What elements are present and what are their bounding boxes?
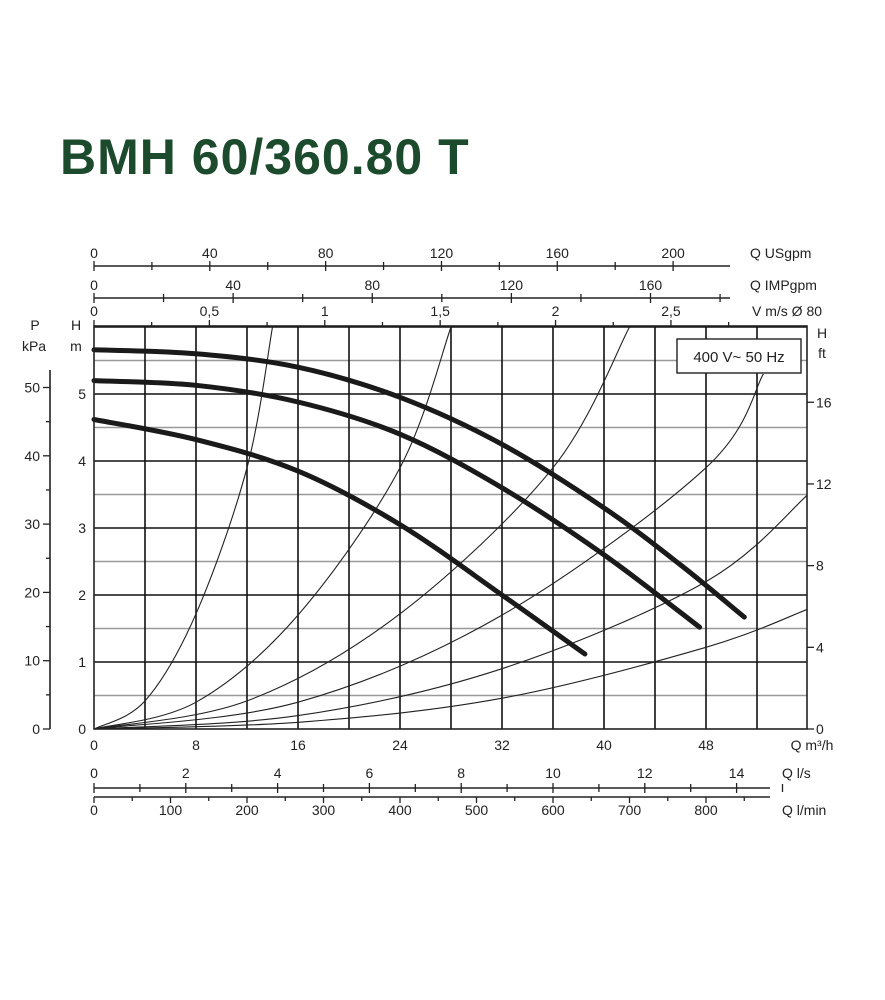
q-m3h-axis-label: Q m³/h [791, 737, 834, 753]
velocity-tick-label: 2,5 [661, 303, 681, 319]
ls-tick-label: 10 [545, 765, 561, 781]
feet-tick-label: 12 [816, 476, 832, 492]
velocity-axis-label: V m/s Ø 80 [752, 303, 822, 319]
voltage-annotation-box: 400 V~ 50 Hz [676, 338, 802, 374]
lmin-tick-label: 600 [541, 802, 565, 818]
plot-frame [93, 325, 808, 730]
system-curve-6 [94, 608, 807, 729]
lmin-tick-label: 500 [465, 802, 489, 818]
ls-tick-label: 14 [729, 765, 745, 781]
usgpm-tick-label: 0 [90, 245, 98, 261]
feet-tick-label: 16 [816, 394, 832, 410]
impgpm-axis-label: Q IMPgpm [750, 277, 817, 293]
pressure-tick-label: 0 [32, 721, 40, 737]
pressure-unit-label: kPa [22, 338, 46, 354]
pressure-tick-label: 50 [24, 380, 40, 396]
lmin-tick-label: 300 [312, 802, 336, 818]
impgpm-tick-label: 120 [500, 277, 524, 293]
ls-tick-label: 8 [457, 765, 465, 781]
q-m3h-tick-label: 48 [698, 737, 714, 753]
h-m-tick-label: 0 [78, 721, 86, 737]
lmin-tick-label: 200 [235, 802, 259, 818]
lmin-tick-label: 100 [159, 802, 183, 818]
h-m-tick-label: 5 [78, 386, 86, 402]
q-m3h-tick-label: 8 [192, 737, 200, 753]
pressure-axis-label: P [30, 317, 39, 333]
h-m-tick-label: 1 [78, 654, 86, 670]
lmin-tick-label: 400 [388, 802, 412, 818]
voltage-annotation: 400 V~ 50 Hz [693, 349, 784, 366]
ls-tick-label: 12 [637, 765, 653, 781]
ls-tick-label: 0 [90, 765, 98, 781]
pressure-tick-label: 30 [24, 516, 40, 532]
system-curve-1 [94, 326, 274, 729]
h-unit-label: m [70, 338, 82, 354]
q-m3h-tick-label: 24 [392, 737, 408, 753]
impgpm-tick-label: 160 [639, 277, 663, 293]
system-curve-3 [94, 326, 630, 729]
h-m-tick-label: 3 [78, 520, 86, 536]
q-m3h-tick-label: 40 [596, 737, 612, 753]
feet-tick-label: 4 [816, 639, 824, 655]
lmin-tick-label: 800 [694, 802, 718, 818]
impgpm-tick-label: 0 [90, 277, 98, 293]
feet-tick-label: 8 [816, 558, 824, 574]
system-curves [94, 326, 807, 729]
velocity-tick-label: 0 [90, 303, 98, 319]
velocity-tick-label: 1,5 [430, 303, 450, 319]
feet-unit-label: ft [818, 345, 826, 361]
velocity-tick-label: 0,5 [200, 303, 220, 319]
impgpm-tick-label: 80 [364, 277, 380, 293]
ls-tick-label: 6 [366, 765, 374, 781]
pressure-tick-label: 40 [24, 448, 40, 464]
h-m-tick-label: 4 [78, 453, 86, 469]
lmin-tick-label: 0 [90, 802, 98, 818]
pump-curve-1 [91, 347, 747, 620]
velocity-tick-label: 1 [321, 303, 329, 319]
feet-axis-label: H [817, 325, 827, 341]
system-curve-4 [94, 373, 764, 729]
lmin-tick-label: 700 [618, 802, 642, 818]
pump-curve-2 [91, 378, 703, 630]
q-m3h-tick-label: 32 [494, 737, 510, 753]
usgpm-tick-label: 200 [661, 245, 685, 261]
lmin-axis-label: Q l/min [782, 802, 826, 818]
axes [43, 261, 814, 803]
pressure-tick-label: 10 [24, 653, 40, 669]
feet-tick-label: 0 [816, 721, 824, 737]
usgpm-tick-label: 160 [546, 245, 570, 261]
usgpm-tick-label: 80 [318, 245, 334, 261]
velocity-tick-label: 2 [552, 303, 560, 319]
page-title: BMH 60/360.80 T [60, 129, 470, 185]
usgpm-tick-label: 120 [430, 245, 454, 261]
pump-curves [91, 347, 747, 657]
ls-tick-label: 4 [274, 765, 282, 781]
usgpm-axis-label: Q USgpm [750, 245, 811, 261]
impgpm-tick-label: 40 [225, 277, 241, 293]
q-m3h-tick-label: 0 [90, 737, 98, 753]
ls-axis-label: Q l/s [782, 765, 811, 781]
usgpm-tick-label: 40 [202, 245, 218, 261]
system-curve-5 [94, 494, 807, 729]
pressure-tick-label: 20 [24, 584, 40, 600]
pump-curve-3 [91, 417, 588, 657]
q-m3h-tick-label: 16 [290, 737, 306, 753]
h-axis-label: H [71, 317, 81, 333]
system-curve-2 [94, 326, 452, 729]
h-m-tick-label: 2 [78, 587, 86, 603]
ls-tick-label: 2 [182, 765, 190, 781]
